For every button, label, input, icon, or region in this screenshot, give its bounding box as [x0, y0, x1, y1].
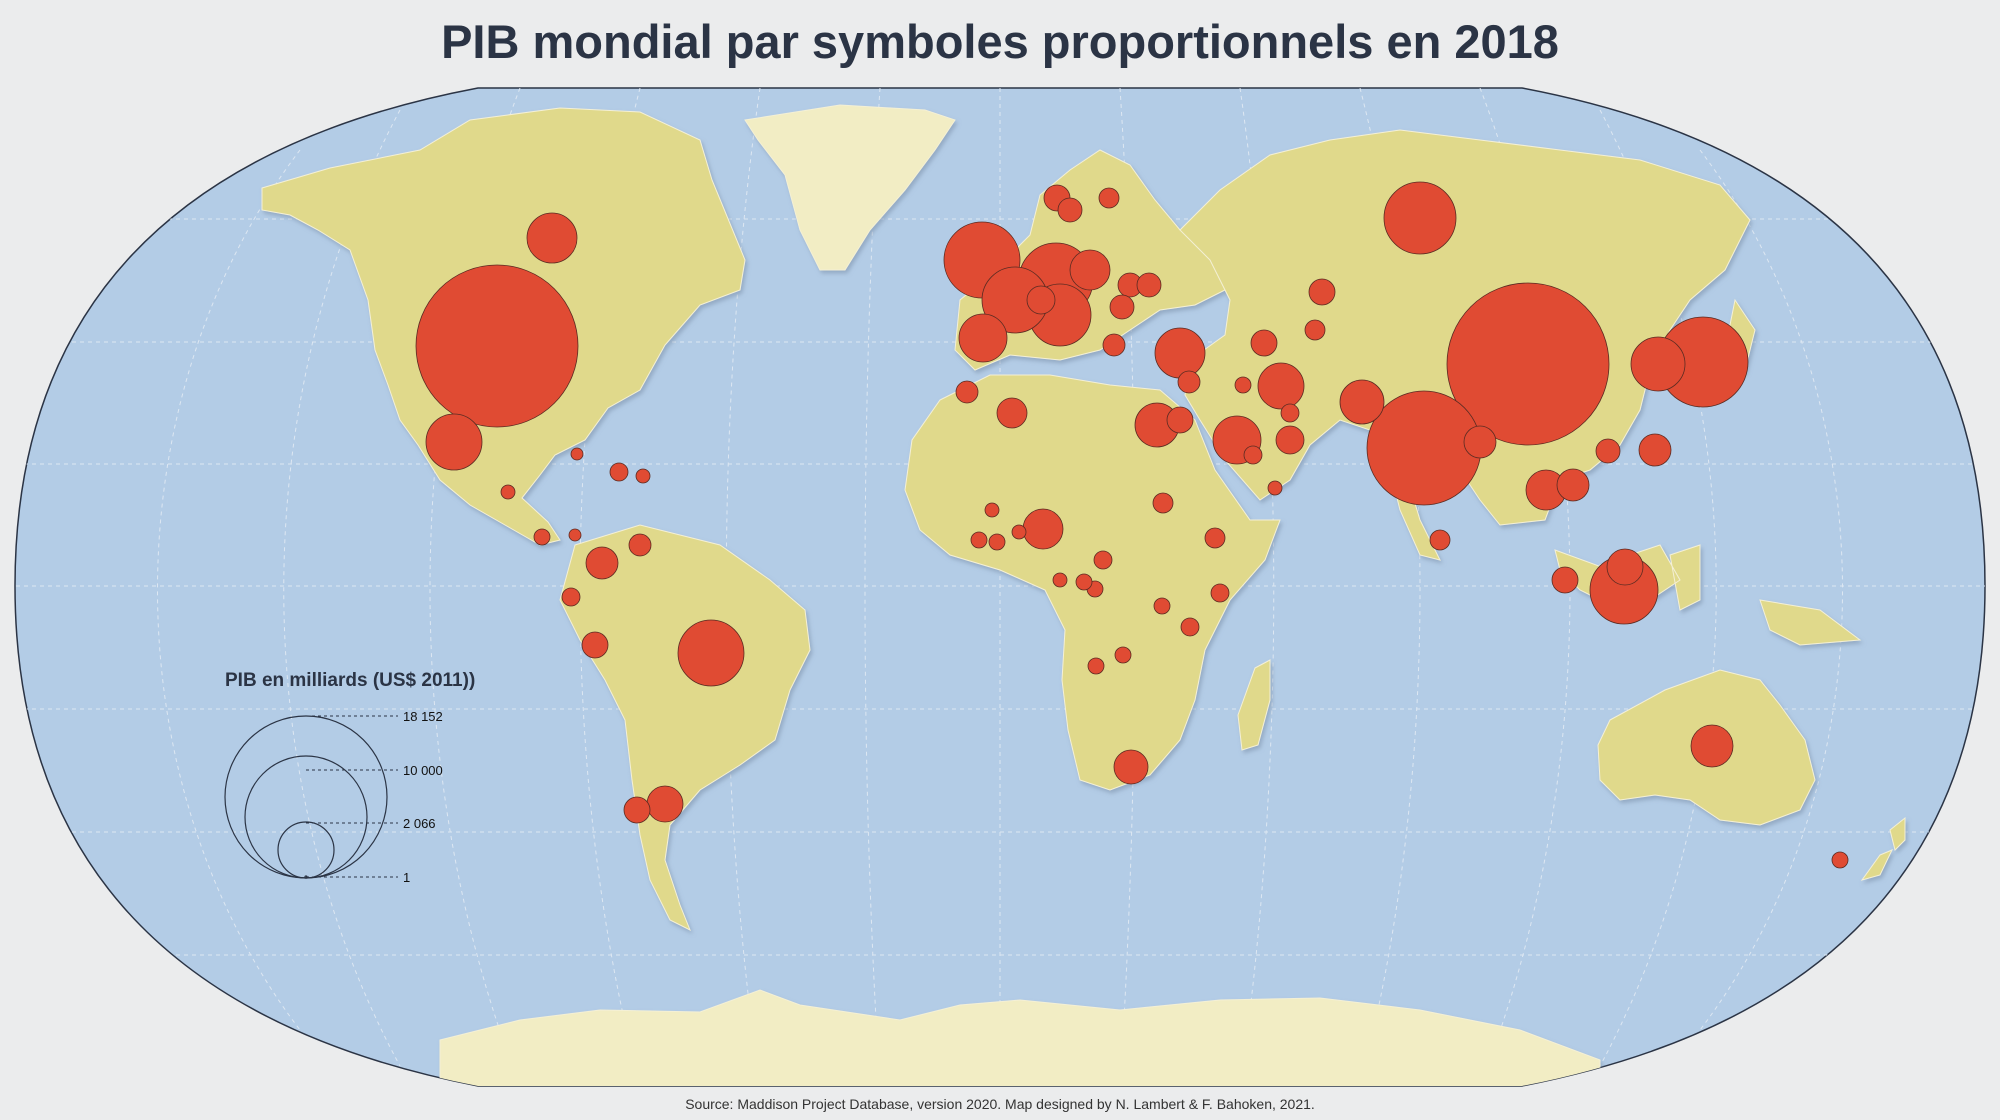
symbol-mexico: [425, 413, 483, 471]
symbol-spain: [958, 313, 1008, 363]
symbol-brazil: [677, 619, 745, 687]
map-title: PIB mondial par symboles proportionnels …: [441, 15, 1559, 68]
symbol-south-africa: [1113, 749, 1149, 785]
legend-value-18152: 18 152: [403, 709, 443, 724]
symbol-venezuela: [628, 533, 652, 557]
symbol-yemen: [1243, 445, 1263, 465]
symbol-chile: [623, 796, 651, 824]
source-note: Source: Maddison Project Database, versi…: [685, 1096, 1315, 1112]
symbol-guinea: [970, 531, 988, 549]
symbol-philippines: [1638, 433, 1672, 467]
symbol-nigeria: [1022, 508, 1064, 550]
symbol-oman: [1280, 403, 1300, 423]
symbol-poland: [1069, 249, 1111, 291]
landmass-south-america: [559, 524, 811, 932]
symbol-panama: [568, 528, 582, 542]
symbol-russia: [1383, 181, 1457, 255]
symbol-south-asia-large: [1366, 390, 1482, 506]
symbol-vietnam: [1556, 468, 1590, 502]
symbol-jordan: [1234, 376, 1252, 394]
symbol-finland: [1098, 187, 1120, 209]
gdp-symbols: [415, 181, 1849, 869]
symbol-belarus: [1136, 272, 1162, 298]
symbol-guatemala: [500, 484, 516, 500]
symbol-nicaragua: [533, 528, 551, 546]
legend-circles: [224, 715, 398, 879]
symbol-iraq: [1257, 362, 1305, 410]
symbol-djibouti: [1267, 480, 1283, 496]
symbol-kenya: [1204, 527, 1226, 549]
symbol-borneo: [1606, 548, 1644, 586]
symbol-ecuador: [561, 587, 581, 607]
symbol-turkmenistan: [1304, 319, 1326, 341]
symbol-sierra-leone: [988, 533, 1006, 551]
symbol-switzerland: [1026, 285, 1056, 315]
landmass-new-zealand: [1860, 816, 1906, 881]
symbol-mozambique: [1114, 646, 1132, 664]
symbol-peru: [581, 631, 609, 659]
symbol-korea: [1630, 336, 1686, 392]
symbol-ethiopia: [1152, 492, 1174, 514]
symbol-cuba: [609, 462, 629, 482]
symbol-malaysia: [1551, 566, 1579, 594]
symbol-congo: [1075, 573, 1093, 591]
symbol-malawi: [1153, 597, 1171, 615]
symbol-greece: [1102, 333, 1126, 357]
symbol-gabon: [1052, 572, 1068, 588]
landmass-greenland: [744, 104, 956, 271]
symbol-tanzania: [1180, 617, 1200, 637]
symbol-new-zealand: [1831, 851, 1849, 869]
legend-value-10000: 10 000: [403, 763, 443, 778]
symbol-north-america-large: [415, 264, 579, 428]
symbol-canada: [526, 212, 578, 264]
symbol-haiti: [635, 468, 651, 484]
symbol-romania: [1109, 294, 1135, 320]
symbol-israel: [1166, 406, 1194, 434]
symbol-bangladesh: [1463, 425, 1497, 459]
symbol-sri-lanka: [1429, 529, 1451, 551]
symbol-turkey: [1154, 327, 1206, 379]
symbol-uzbekistan: [1250, 329, 1278, 357]
symbol-colombia: [585, 546, 619, 580]
symbol-senegal: [984, 502, 1000, 518]
symbol-uganda: [1093, 550, 1113, 570]
symbol-somalia: [1210, 583, 1230, 603]
symbol-iran: [1339, 379, 1385, 425]
symbol-australia: [1690, 724, 1734, 768]
symbol-argentina: [646, 785, 684, 823]
landmass-madagascar: [1237, 659, 1271, 751]
symbol-bahamas: [570, 447, 584, 461]
legend-value-2066: 2 066: [403, 816, 436, 831]
symbol-algeria: [996, 397, 1028, 429]
symbol-angola: [1087, 657, 1105, 675]
symbol-east-asia-large: [1446, 282, 1610, 446]
symbol-uae: [1275, 425, 1305, 455]
symbol-ivory-coast: [1011, 524, 1027, 540]
symbol-kazakhstan: [1308, 278, 1336, 306]
symbol-morocco: [955, 380, 979, 404]
symbol-myanmar: [1595, 438, 1621, 464]
legend-title: PIB en milliards (US$ 2011)): [225, 670, 476, 691]
symbol-norway: [1057, 197, 1083, 223]
legend-value-1: 1: [403, 870, 411, 885]
symbol-syria: [1177, 370, 1201, 394]
